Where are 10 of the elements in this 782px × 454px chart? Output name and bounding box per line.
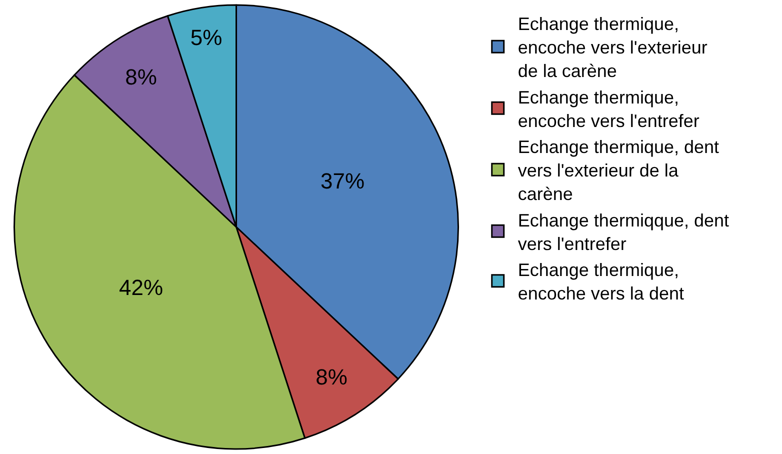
legend-label: Echange thermique, encoche vers l'exterieur de la carène bbox=[518, 14, 708, 82]
data-label: 42% bbox=[119, 274, 164, 300]
legend-label: Echange thermique, encoche vers la dent bbox=[518, 260, 684, 304]
data-label: 8% bbox=[125, 64, 157, 90]
data-label: 5% bbox=[190, 24, 222, 50]
data-label: 8% bbox=[316, 364, 348, 390]
legend-label: Echange thermique, encoche vers l'entrefer bbox=[518, 87, 700, 131]
legend-label: Echange thermiqque, dent vers l'entrefer bbox=[518, 210, 730, 254]
legend-label: Echange thermique, dent vers l'exterieur de la carène bbox=[518, 137, 720, 204]
data-label: 37% bbox=[320, 168, 365, 194]
